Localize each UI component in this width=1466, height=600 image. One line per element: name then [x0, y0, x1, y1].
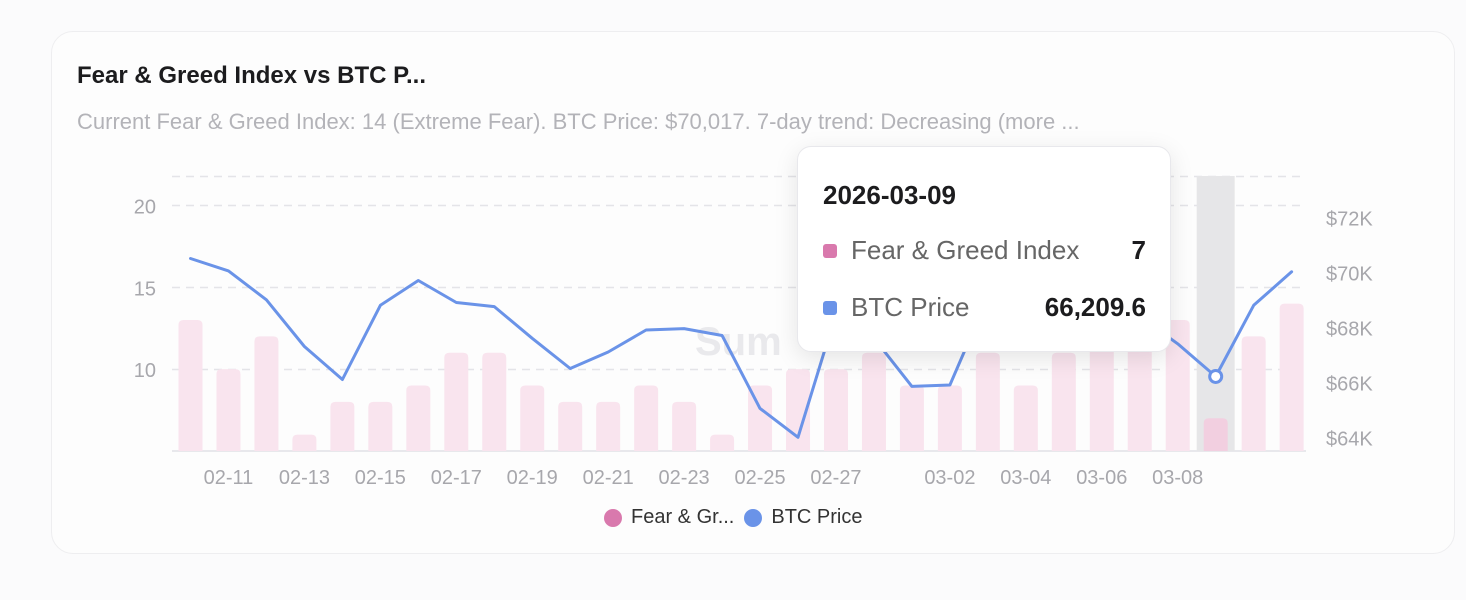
fear-greed-bar [899, 385, 924, 451]
fear-greed-bar [861, 352, 886, 451]
x-tick-label: 03-04 [1000, 467, 1051, 489]
fear-greed-bar [330, 401, 355, 451]
fear-greed-bar [482, 352, 507, 451]
x-tick-label: 02-19 [507, 467, 558, 489]
fear-greed-bar [1127, 336, 1152, 451]
x-tick-label: 02-23 [659, 467, 710, 489]
fear-greed-bar [596, 401, 621, 451]
fear-greed-bar [1013, 385, 1038, 451]
legend-item-fear-greed[interactable]: Fear & Gr... [604, 506, 734, 529]
fear-greed-bar [786, 369, 811, 451]
y-right-tick-label: $64K [1326, 428, 1373, 450]
tooltip-value-btc-price: 66,209.6 [1044, 292, 1146, 322]
x-tick-label: 02-15 [355, 467, 406, 489]
legend-label-fear-greed: Fear & Gr... [631, 506, 735, 528]
tooltip-row-fear-greed: Fear & Greed Index 7 [823, 235, 1146, 266]
fear-greed-bar [178, 320, 203, 451]
chart-legend: Fear & Gr... BTC Price [604, 506, 862, 529]
x-tick-label: 03-08 [1152, 467, 1203, 489]
tooltip-row-btc-price: BTC Price 66,209.6 [823, 292, 1146, 323]
fear-greed-bar [254, 336, 279, 451]
tooltip-value-fear-greed: 7 [1131, 235, 1146, 265]
x-tick-label: 02-13 [279, 467, 330, 489]
y-right-tick-label: $70K [1326, 263, 1373, 285]
y-right-tick-label: $68K [1326, 318, 1373, 340]
x-tick-label: 02-21 [583, 467, 634, 489]
fear-greed-bar [216, 369, 241, 451]
fear-greed-bar [748, 385, 773, 451]
fear-greed-bar [1051, 352, 1076, 451]
tooltip-label-fear-greed: Fear & Greed Index [851, 235, 1080, 265]
watermark: Sum [695, 320, 782, 364]
fear-greed-bar [634, 385, 659, 451]
chart-title: Fear & Greed Index vs BTC P... [77, 62, 427, 89]
fear-greed-bar [558, 401, 583, 451]
fear-greed-bar [975, 352, 1000, 451]
x-tick-label: 03-02 [924, 467, 975, 489]
y-left-tick-label: 15 [134, 278, 156, 300]
y-right-tick-label: $72K [1326, 208, 1373, 230]
chart-tooltip: 2026-03-09 Fear & Greed Index 7 BTC Pric… [797, 146, 1171, 352]
fear-greed-bar [520, 385, 545, 451]
fear-greed-bar [1089, 336, 1114, 451]
legend-item-btc-price[interactable]: BTC Price [744, 506, 862, 529]
fear-greed-bar [444, 352, 469, 451]
legend-label-btc-price: BTC Price [771, 506, 863, 528]
legend-swatch-fear-greed [604, 508, 622, 527]
tooltip-swatch-btc-price [823, 300, 837, 315]
fear-greed-bar [710, 434, 735, 451]
fear-greed-bar [292, 434, 317, 451]
fear-greed-bar [406, 385, 431, 451]
y-left-tick-label: 10 [134, 360, 156, 382]
x-tick-label: 03-06 [1076, 467, 1127, 489]
fear-greed-bar [672, 401, 697, 451]
y-right-tick-label: $66K [1326, 373, 1373, 395]
tooltip-swatch-fear-greed [823, 243, 837, 258]
fear-greed-bar [1165, 320, 1190, 451]
x-tick-label: 02-27 [810, 467, 861, 489]
legend-swatch-btc-price [744, 508, 763, 527]
tooltip-label-btc-price: BTC Price [851, 292, 970, 322]
chart-subtitle: Current Fear & Greed Index: 14 (Extreme … [77, 109, 1080, 134]
fear-greed-bar [1203, 418, 1228, 451]
fear-greed-bar [368, 401, 393, 451]
x-tick-label: 02-25 [734, 467, 785, 489]
fear-greed-bar [1279, 303, 1304, 451]
fear-greed-bar [823, 369, 848, 451]
highlight-band [1196, 176, 1235, 451]
fear-greed-bar [937, 385, 962, 451]
btc-price-point-active [1208, 368, 1224, 384]
tooltip-date: 2026-03-09 [823, 180, 956, 210]
y-left-tick-label: 20 [134, 196, 156, 218]
fear-greed-bar [1241, 336, 1266, 451]
x-tick-label: 02-17 [431, 467, 482, 489]
x-tick-label: 02-11 [204, 467, 254, 489]
